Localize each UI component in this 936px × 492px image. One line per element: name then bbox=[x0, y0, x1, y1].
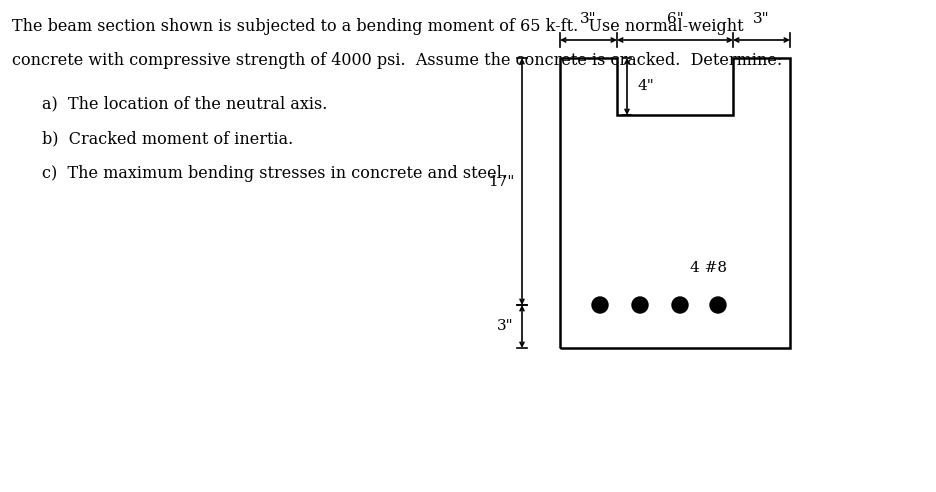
Text: 3": 3" bbox=[497, 319, 514, 334]
Text: b)  Cracked moment of inertia.: b) Cracked moment of inertia. bbox=[42, 130, 293, 147]
Circle shape bbox=[592, 297, 608, 313]
Text: 4": 4" bbox=[637, 80, 653, 93]
Text: 3": 3" bbox=[580, 12, 597, 26]
Circle shape bbox=[672, 297, 688, 313]
Text: concrete with compressive strength of 4000 psi.  Assume the concrete is cracked.: concrete with compressive strength of 40… bbox=[12, 52, 782, 69]
Text: 4 #8: 4 #8 bbox=[690, 261, 727, 275]
Text: 6": 6" bbox=[666, 12, 683, 26]
Text: 3": 3" bbox=[753, 12, 769, 26]
Text: a)  The location of the neutral axis.: a) The location of the neutral axis. bbox=[42, 95, 328, 112]
Text: c)  The maximum bending stresses in concrete and steel.: c) The maximum bending stresses in concr… bbox=[42, 165, 507, 182]
Text: 17": 17" bbox=[488, 175, 514, 188]
Circle shape bbox=[710, 297, 726, 313]
Circle shape bbox=[632, 297, 648, 313]
Text: The beam section shown is subjected to a bending moment of 65 k-ft.  Use normal-: The beam section shown is subjected to a… bbox=[12, 18, 743, 35]
